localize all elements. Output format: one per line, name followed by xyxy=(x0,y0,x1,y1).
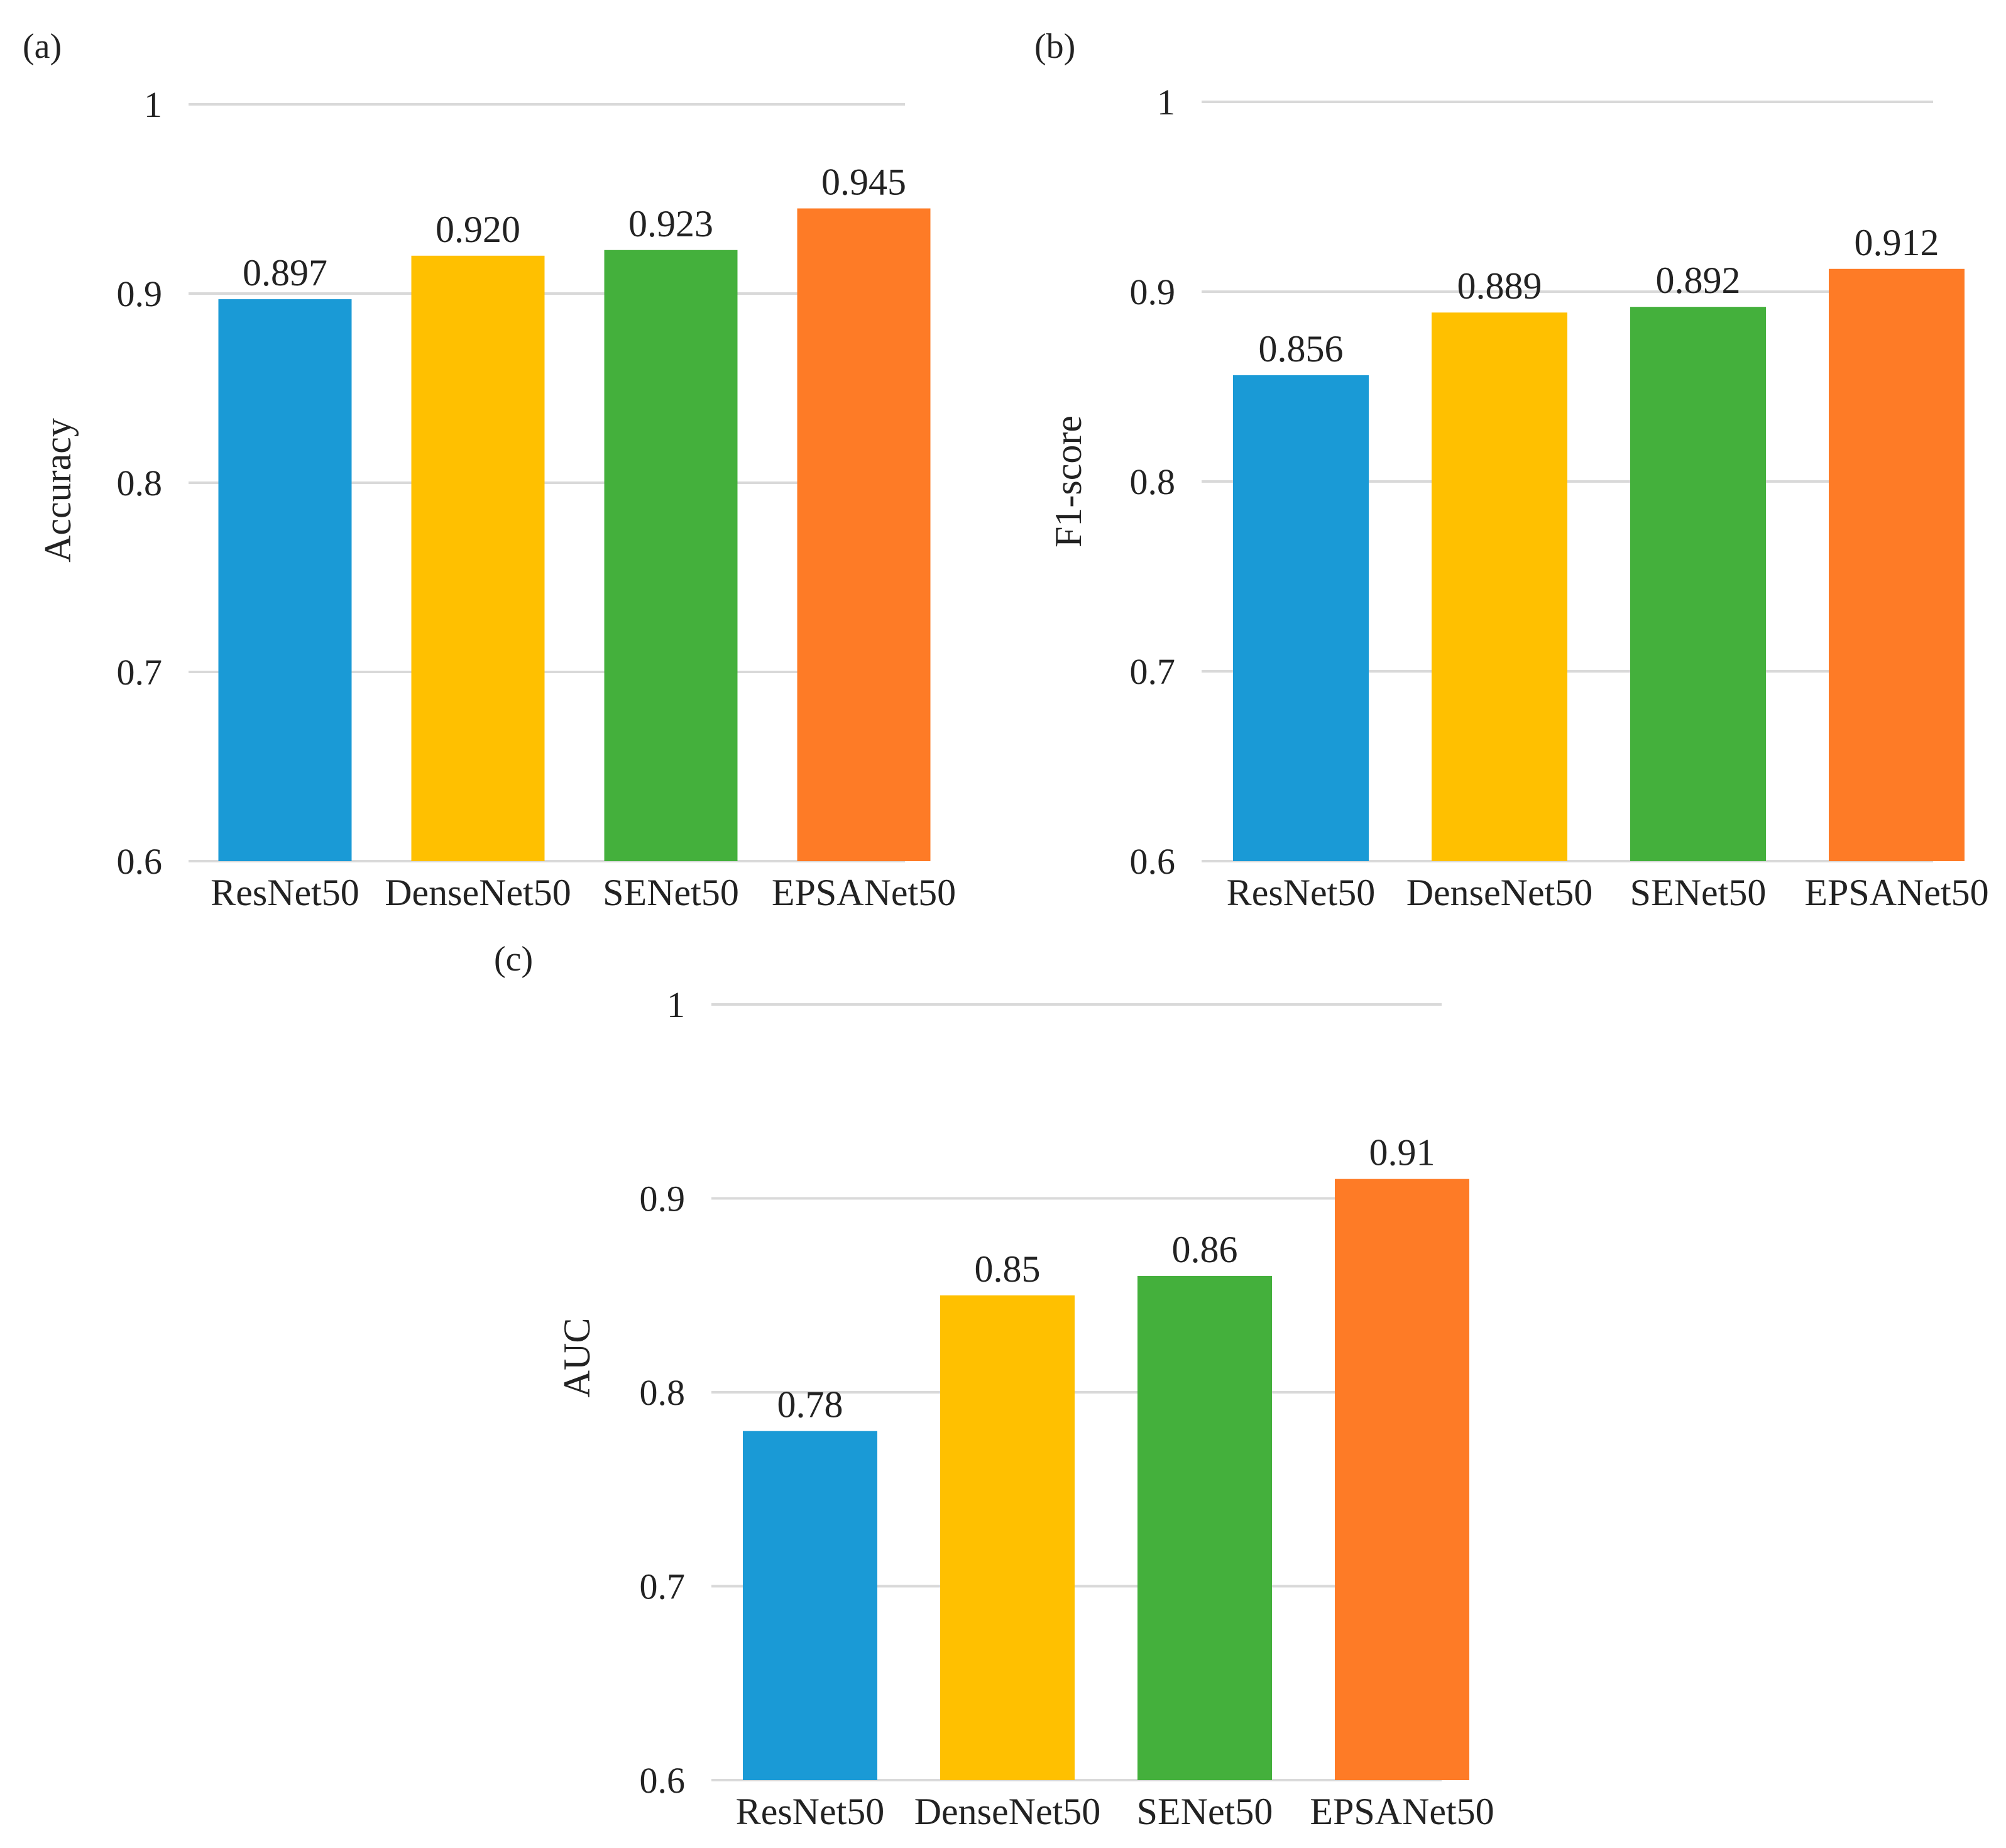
bar-densenet50 xyxy=(411,255,545,861)
y-tick-label: 0.8 xyxy=(117,463,163,503)
data-label-densenet50: 0.889 xyxy=(1457,265,1542,307)
chart-panel-auc: (c)0.60.70.80.91AUC0.78ResNet500.85Dense… xyxy=(494,940,1494,1832)
x-tick-label-epsanet50: EPSANet50 xyxy=(1804,872,1988,913)
data-label-resnet50: 0.78 xyxy=(777,1384,843,1426)
data-label-densenet50: 0.920 xyxy=(436,209,520,250)
data-label-epsanet50: 0.912 xyxy=(1855,222,1939,263)
y-tick-label: 0.9 xyxy=(640,1179,686,1219)
bar-epsanet50 xyxy=(1829,268,1965,861)
x-tick-label-senet50: SENet50 xyxy=(603,872,739,913)
bar-senet50 xyxy=(1137,1275,1272,1780)
bar-resnet50 xyxy=(743,1431,877,1780)
y-tick-label: 0.7 xyxy=(640,1566,686,1607)
y-tick-label: 0.6 xyxy=(1130,841,1176,882)
y-tick-label: 0.6 xyxy=(640,1760,686,1801)
chart-panel-f1-score: (b) 0.6 0.7 0.8 0.9 1 F1-score 0.856 ResNet50 0.8… xyxy=(1034,27,1989,913)
x-tick-label-densenet50: DenseNet50 xyxy=(914,1791,1101,1832)
y-tick-label: 0.9 xyxy=(117,273,163,314)
x-tick-label-resnet50: ResNet50 xyxy=(211,872,359,913)
bar-resnet50 xyxy=(218,299,352,861)
bar-epsanet50 xyxy=(1335,1179,1469,1780)
y-tick-label: 1 xyxy=(667,984,685,1025)
panel-label: (c) xyxy=(494,940,533,979)
panel-label: (b) xyxy=(1034,27,1075,66)
y-axis-title: F1-score xyxy=(1048,415,1089,547)
x-tick-label-densenet50: DenseNet50 xyxy=(385,872,571,913)
data-label-epsanet50: 0.91 xyxy=(1369,1132,1435,1174)
bar-densenet50 xyxy=(1432,312,1567,862)
data-label-senet50: 0.892 xyxy=(1656,260,1741,301)
y-axis-title: Accuracy xyxy=(37,418,79,563)
y-axis-title: AUC xyxy=(556,1318,598,1398)
x-tick-label-resnet50: ResNet50 xyxy=(736,1791,885,1832)
y-tick-label: 0.8 xyxy=(640,1372,686,1413)
data-label-senet50: 0.86 xyxy=(1172,1229,1238,1270)
panel-label: (a) xyxy=(23,27,62,66)
y-tick-label: 1 xyxy=(1157,82,1175,123)
y-tick-label: 0.8 xyxy=(1130,461,1176,502)
bar-densenet50 xyxy=(940,1295,1075,1780)
bar-resnet50 xyxy=(1233,375,1369,861)
y-tick-label: 0.7 xyxy=(1130,651,1176,692)
data-label-resnet50: 0.897 xyxy=(243,252,327,294)
x-tick-label-senet50: SENet50 xyxy=(1137,1791,1273,1832)
data-label-senet50: 0.923 xyxy=(628,203,713,245)
data-label-epsanet50: 0.945 xyxy=(821,162,906,203)
data-label-resnet50: 0.856 xyxy=(1259,328,1344,370)
data-label-densenet50: 0.85 xyxy=(975,1248,1041,1290)
y-tick-label: 1 xyxy=(144,84,162,125)
x-tick-label-resnet50: ResNet50 xyxy=(1227,872,1376,913)
chart-panel-accuracy: (a) 0.6 0.7 0.8 0.9 1 Accuracy 0.897 ResNet50 0.9… xyxy=(23,27,956,913)
bar-senet50 xyxy=(604,250,738,861)
y-tick-label: 0.6 xyxy=(117,841,163,882)
y-tick-label: 0.7 xyxy=(117,652,163,693)
x-tick-label-densenet50: DenseNet50 xyxy=(1406,872,1593,913)
y-tick-label: 0.9 xyxy=(1130,272,1176,312)
x-tick-label-epsanet50: EPSANet50 xyxy=(1310,1791,1494,1832)
bar-epsanet50 xyxy=(797,208,931,861)
bar-senet50 xyxy=(1630,307,1766,861)
x-tick-label-epsanet50: EPSANet50 xyxy=(772,872,956,913)
x-tick-label-senet50: SENet50 xyxy=(1630,872,1767,913)
